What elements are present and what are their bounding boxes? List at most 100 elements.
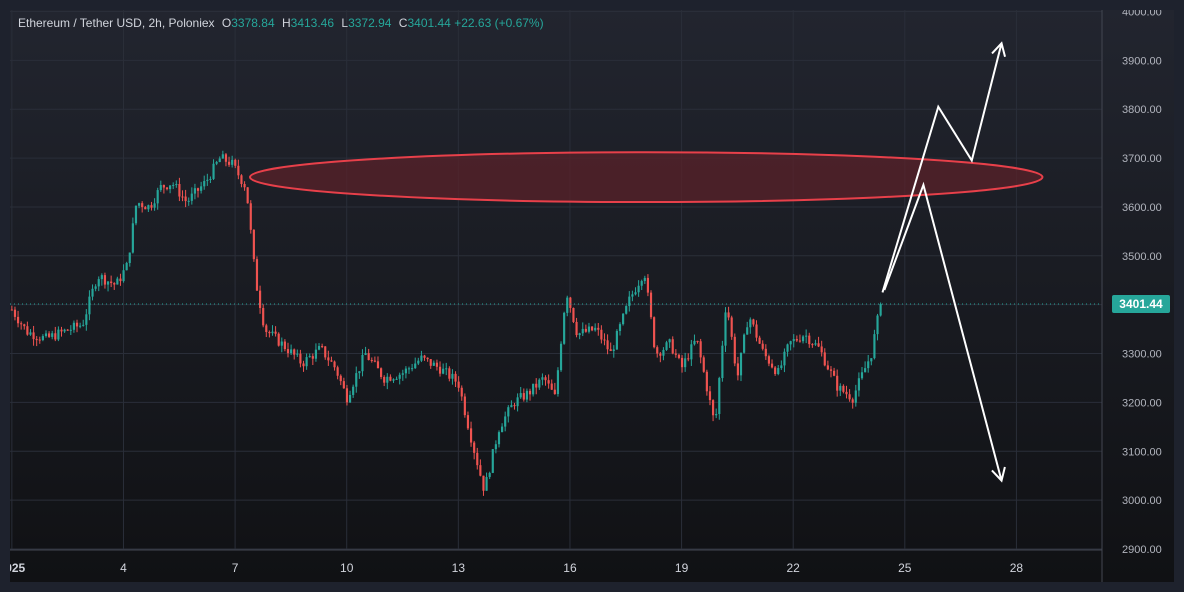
candle-body [429, 359, 432, 366]
candle-body [438, 366, 442, 374]
candle-body [26, 326, 29, 335]
candle-body [367, 353, 370, 360]
candle-body [473, 442, 476, 453]
candle-body [386, 376, 389, 383]
candle-body [324, 346, 327, 358]
candle-body [451, 373, 454, 379]
candle-body [299, 353, 302, 364]
candle-body [286, 349, 290, 354]
candle-body [119, 278, 122, 282]
candle-body [739, 352, 743, 376]
candle-body [649, 292, 653, 318]
candle-body [606, 340, 609, 350]
candle-body [258, 290, 262, 308]
candle-body [777, 368, 780, 375]
candle-body [348, 394, 352, 403]
candle-body [516, 397, 519, 407]
candle-body [609, 349, 612, 352]
candle-body [91, 288, 94, 297]
candle-body [628, 296, 631, 307]
candle-body [708, 391, 712, 401]
candle-body [783, 351, 786, 366]
candle-body [491, 449, 494, 473]
candle-body [532, 383, 535, 395]
x-tick-label: 28 [1010, 561, 1024, 575]
candle-body [590, 326, 594, 331]
candle-body [631, 294, 634, 297]
legend-change-value: +22.63 (+0.67%) [454, 16, 544, 30]
candle-body [283, 341, 286, 350]
candle-body [839, 385, 842, 391]
candle-body [559, 343, 563, 371]
x-tick-label: 2025 [10, 561, 26, 575]
candle-body [178, 183, 181, 197]
candle-body [618, 324, 622, 331]
candle-body [867, 361, 870, 369]
candle-body [780, 365, 783, 369]
candle-body [302, 363, 305, 367]
candle-body [662, 349, 665, 356]
candle-body [653, 317, 656, 348]
candle-body [656, 347, 659, 354]
candle-body [494, 444, 497, 450]
candle-body [38, 339, 41, 341]
candle-body [553, 389, 556, 395]
candle-body [103, 275, 107, 285]
candle-body [727, 312, 730, 318]
candle-body [333, 361, 336, 368]
legend-high-label: H [281, 16, 291, 30]
candle-body [814, 343, 817, 345]
candle-body [594, 327, 597, 331]
candle-body [730, 317, 733, 337]
candle-body [541, 377, 544, 380]
candle-body [426, 357, 429, 360]
x-tick-label: 22 [787, 561, 801, 575]
candle-body [13, 309, 17, 317]
candle-body [420, 355, 423, 361]
candle-body [770, 363, 774, 368]
candle-body [482, 475, 485, 491]
candle-body [23, 324, 26, 327]
candle-body [634, 292, 637, 295]
candle-body [640, 281, 643, 286]
y-tick-label: 3800.00 [1122, 104, 1162, 116]
candle-body [321, 346, 324, 348]
candle-body [746, 327, 749, 335]
candle-body [48, 333, 51, 337]
candle-body [448, 368, 451, 379]
candle-body [69, 329, 72, 331]
candle-body [209, 178, 212, 180]
x-tick-label: 16 [563, 561, 577, 575]
candle-body [836, 375, 839, 391]
candle-body [88, 296, 91, 315]
symbol-legend: Ethereum / Tether USD, 2h, Poloniex O337… [18, 16, 544, 30]
candle-body [522, 393, 525, 400]
candle-body [395, 378, 398, 380]
candle-body [165, 187, 169, 190]
candle-body [227, 161, 231, 165]
candle-body [811, 344, 814, 346]
candle-body [75, 322, 79, 327]
candle-body [848, 394, 851, 400]
price-chart[interactable]: 2900.003000.003100.003200.003300.003400.… [10, 10, 1174, 582]
candle-body [10, 309, 13, 311]
candle-body [404, 368, 407, 374]
candle-body [147, 205, 150, 210]
candle-body [370, 359, 373, 361]
candle-body [72, 322, 76, 330]
candle-body [376, 361, 380, 369]
candle-body [572, 307, 575, 322]
candle-body [423, 355, 426, 358]
candles-group [10, 150, 882, 496]
candle-body [237, 165, 240, 176]
candle-body [463, 396, 466, 416]
candle-body [110, 281, 113, 284]
candle-body [327, 357, 330, 361]
candle-body [525, 390, 528, 400]
chart-area[interactable]: 2900.003000.003100.003200.003300.003400.… [10, 10, 1174, 582]
candle-body [879, 303, 882, 316]
candle-body [488, 472, 491, 478]
candle-body [221, 154, 224, 159]
candle-body [169, 185, 172, 190]
candle-body [435, 362, 439, 367]
